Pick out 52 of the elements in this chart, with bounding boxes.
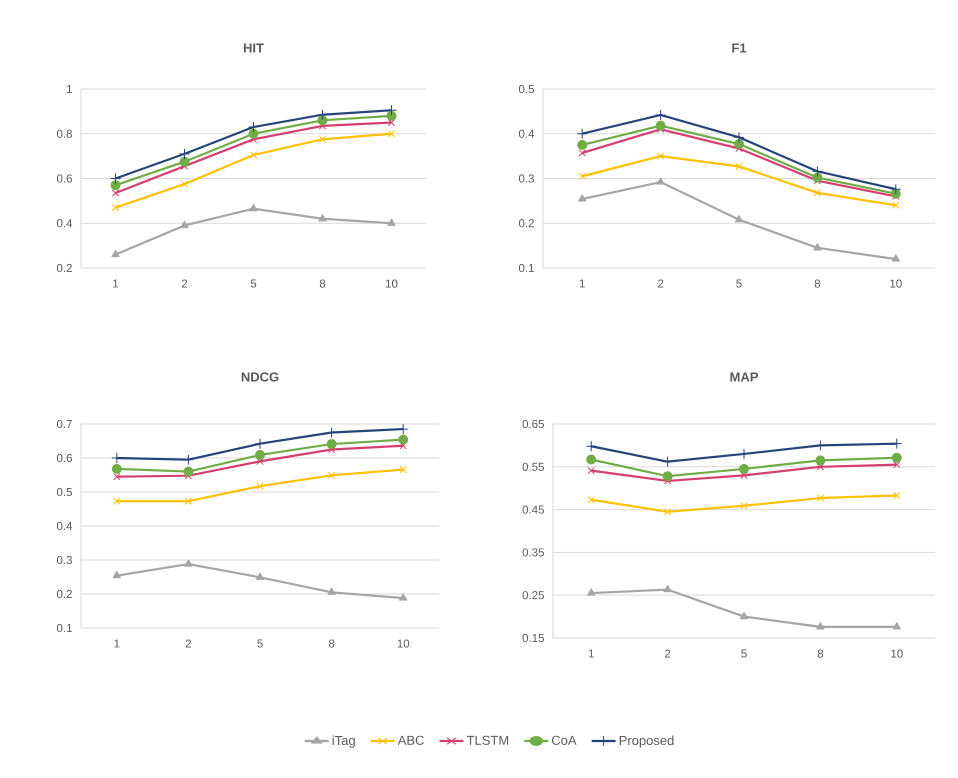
y-tick-label: 0.2	[56, 264, 72, 272]
x-tick-label: 5	[257, 640, 263, 648]
y-tick-label: 1	[66, 85, 72, 93]
x-tick-label: 2	[658, 280, 664, 288]
y-tick-label: 0.8	[56, 130, 72, 138]
y-tick-label: 0.3	[518, 174, 534, 183]
y-tick-label: 0.7	[56, 420, 72, 428]
chart-title: HIT	[244, 44, 264, 52]
x-tick-label: 2	[664, 650, 670, 658]
legend-label: TLSTM	[466, 736, 508, 745]
y-tick-label: 0.15	[522, 634, 544, 642]
y-tick-label: 0.6	[56, 454, 72, 462]
chart-title: F1	[732, 44, 746, 52]
x-tick-label: 10	[398, 640, 410, 648]
x-tick-label: 1	[114, 640, 120, 648]
x-tick-label: 10	[891, 650, 903, 658]
y-tick-label: 0.4	[518, 130, 534, 138]
x-tick-label: 2	[186, 640, 192, 648]
y-tick-label: 0.4	[56, 522, 72, 530]
y-tick-label: 0.1	[518, 264, 534, 272]
y-tick-label: 0.2	[518, 219, 534, 228]
y-tick-label: 0.2	[56, 590, 72, 598]
y-tick-label: 0.4	[56, 219, 72, 228]
chart-title: NDCG	[242, 372, 278, 382]
x-tick-label: 8	[814, 280, 820, 288]
x-tick-label: 10	[386, 280, 398, 288]
y-tick-label: 0.45	[522, 506, 544, 514]
x-tick-label: 10	[890, 280, 902, 288]
chart-title: MAP	[730, 372, 758, 382]
y-tick-label: 0.65	[522, 420, 544, 428]
legend-label: ABC	[398, 736, 424, 745]
legend-label: CoA	[552, 736, 577, 745]
x-tick-label: 1	[588, 650, 594, 658]
y-tick-label: 0.5	[518, 84, 534, 94]
y-tick-label: 0.25	[522, 591, 544, 600]
y-tick-label: 0.35	[522, 548, 544, 556]
x-tick-label: 5	[736, 280, 742, 288]
legend-label: iTag	[332, 736, 355, 748]
x-tick-label: 8	[328, 640, 334, 648]
y-tick-label: 0.3	[56, 556, 72, 564]
x-tick-label: 1	[113, 280, 118, 288]
x-tick-label: 5	[250, 280, 256, 288]
y-tick-label: 0.5	[56, 488, 72, 496]
x-tick-label: 1	[580, 280, 585, 288]
y-tick-label: 0.55	[522, 462, 544, 471]
x-tick-label: 8	[320, 280, 326, 288]
x-tick-label: 8	[818, 650, 824, 658]
x-tick-label: 2	[182, 280, 188, 288]
y-tick-label: 0.6	[56, 174, 72, 183]
legend-label: Proposed	[620, 736, 674, 748]
x-tick-label: 5	[741, 650, 747, 658]
y-tick-label: 0.1	[56, 624, 72, 632]
